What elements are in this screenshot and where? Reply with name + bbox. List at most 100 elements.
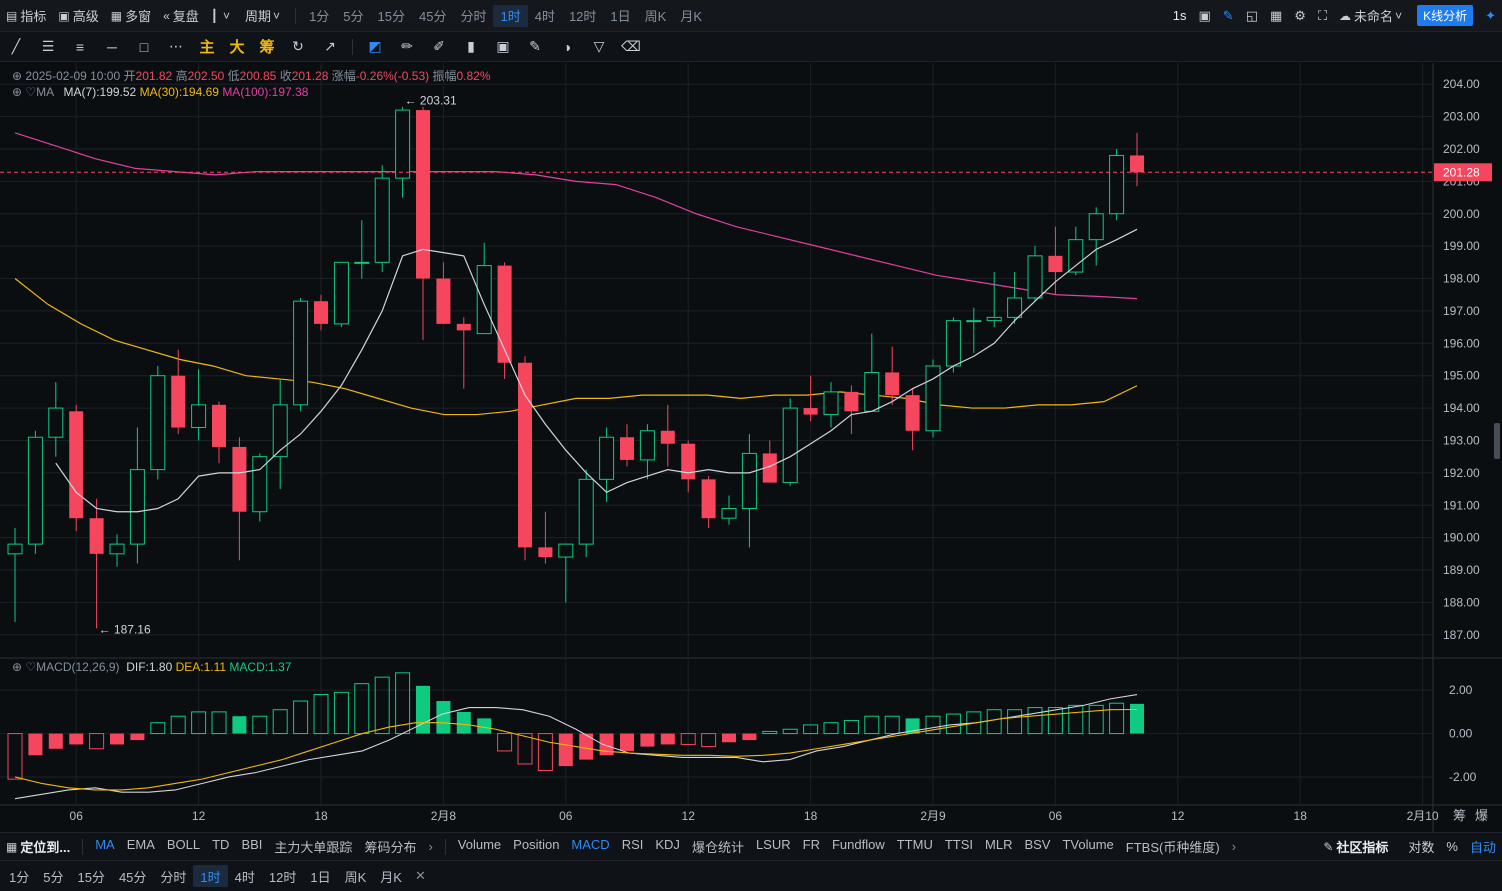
sub-indicator-7[interactable]: FR [802,837,820,852]
calendar-icon[interactable]: ▦ [1269,7,1283,23]
top-menu-multi-window[interactable]: ▦ 多窗 [105,0,157,31]
bottom-period-8[interactable]: 1日 [310,869,331,885]
sub-indicator-10[interactable]: TTSI [944,837,974,852]
percent-scale-button[interactable]: % [1446,839,1458,854]
chevron-right-icon[interactable]: › [1231,839,1237,854]
select-icon[interactable]: ◩ [368,38,382,54]
fullscreen-icon[interactable]: ⛶ [1317,7,1328,23]
chip-button[interactable]: 筹 [259,39,275,56]
bottom-period-6[interactable]: 4时 [234,869,255,885]
main-indicator-6[interactable]: 筹码分布 [364,840,417,855]
axis-extra-label[interactable]: 筹 [1453,808,1466,823]
scroll-handle[interactable] [1494,423,1500,459]
top-menu-indicator[interactable]: ▤ 指标 [0,0,52,31]
chevron-right-icon[interactable]: › [428,839,433,854]
collapse-icon[interactable]: ⊕ [12,85,23,99]
horizontal-lines-icon[interactable]: ≡ [75,38,85,55]
sub-indicator-8[interactable]: Fundflow [831,837,885,852]
axis-extra-label[interactable]: 爆 [1475,808,1488,823]
auto-scale-button[interactable]: 自动 [1469,840,1496,855]
main-indicator-0[interactable]: MA [95,837,115,852]
ruler-icon[interactable]: ✏ [401,38,413,54]
share-icon[interactable]: ✦ [1485,7,1496,23]
bottom-period-0[interactable]: 1分 [9,869,30,885]
period-1[interactable]: 5分 [343,9,364,24]
main-indicator-5[interactable]: 主力大单跟踪 [274,840,353,855]
note-icon[interactable]: ✎ [529,38,541,54]
period-10[interactable]: 月K [680,9,702,24]
rectangle-icon[interactable]: □ [139,38,149,55]
main-indicator-1[interactable]: EMA [126,837,155,852]
sub-indicator-5[interactable]: 爆仓统计 [691,840,744,855]
brush-icon[interactable]: ✐ [433,38,445,54]
sub-indicator-2[interactable]: MACD [571,837,610,852]
more-tools-icon[interactable]: ⋯ [169,38,183,54]
big-order-button[interactable]: 大 [229,39,245,56]
period-5[interactable]: 1时 [493,4,528,27]
sub-indicator-3[interactable]: RSI [621,837,644,852]
hide-icon[interactable]: ◑ [562,38,572,55]
lock-icon[interactable]: ▣ [496,38,510,54]
horizontal-line-icon[interactable]: ─ [107,38,117,55]
chevron-down-icon[interactable]: ⊕ [12,69,23,83]
bell-icon[interactable]: ♡ [25,660,37,674]
kline-analysis-button[interactable]: K线分析 [1417,5,1474,26]
parallel-lines-icon[interactable]: ☰ [41,38,55,54]
locate-button[interactable]: ▦ 定位到... [0,833,76,860]
period-4[interactable]: 分时 [460,9,487,24]
period-0[interactable]: 1分 [309,9,330,24]
layout-name: 未命名 [1354,9,1394,24]
sub-indicator-12[interactable]: BSV [1024,837,1051,852]
sub-indicator-9[interactable]: TTMU [896,837,933,852]
sub-indicator-14[interactable]: FTBS(币种维度) [1125,840,1220,855]
period-6[interactable]: 4时 [534,9,555,24]
bottom-period-5[interactable]: 1时 [193,865,228,887]
layout-save-button[interactable]: ☁ 未命名 ˅ [1333,0,1411,31]
bottom-period-2[interactable]: 15分 [77,869,105,885]
log-scale-button[interactable]: 对数 [1408,840,1435,855]
bottom-period-7[interactable]: 12时 [268,869,297,885]
top-menu-advanced[interactable]: ▣ 高级 [52,0,104,31]
bottom-period-10[interactable]: 月K [380,869,402,885]
period-7[interactable]: 12时 [568,9,597,24]
period-9[interactable]: 周K [644,9,667,24]
divider [295,7,297,24]
settings-icon[interactable]: ⚙ [1294,7,1306,23]
main-indicator-2[interactable]: BOLL [166,837,201,852]
period-3[interactable]: 45分 [419,9,447,24]
sub-indicator-11[interactable]: MLR [985,837,1013,852]
sub-indicator-6[interactable]: LSUR [755,837,791,852]
top-menu-replay[interactable]: «复盘 [157,0,205,31]
bottom-period-3[interactable]: 45分 [118,869,147,885]
magnet-icon[interactable]: ↻ [292,38,304,54]
main-force-button[interactable]: 主 [199,39,215,56]
bottom-period-9[interactable]: 周K [344,869,367,885]
sub-indicator-0[interactable]: Volume [457,837,502,852]
bottom-period-4[interactable]: 分时 [160,869,187,885]
sub-indicator-1[interactable]: Position [513,837,560,852]
pen-icon[interactable]: ✎ [1222,7,1234,23]
period-8[interactable]: 1日 [610,9,631,24]
kline-chart[interactable]: 204.00203.00202.00201.00200.00199.00198.… [0,63,1502,832]
bottom-period-1[interactable]: 5分 [43,869,64,885]
camera-icon[interactable]: ▣ [1198,7,1211,23]
interval-label[interactable]: 1s [1172,8,1187,23]
main-indicator-3[interactable]: TD [212,837,230,852]
bell-icon[interactable]: ♡ [25,85,37,99]
line-tool-icon[interactable]: ╱ [11,38,21,54]
main-indicator-4[interactable]: BBI [241,837,263,852]
trash-icon[interactable]: ⌫ [621,38,641,54]
candles-icon[interactable]: ▮ [467,38,475,54]
macd-bar [640,733,655,747]
sub-indicator-4[interactable]: KDJ [655,837,680,852]
close-icon[interactable]: ✕ [414,868,426,883]
sub-indicator-13[interactable]: TVolume [1062,837,1114,852]
measure-icon[interactable]: ↗ [324,38,336,54]
top-menu-period[interactable]: 周期 ˅ [239,0,289,31]
top-menu-candle-type[interactable]: ┃ ˅ [205,0,239,31]
window-icon[interactable]: ◱ [1245,7,1258,23]
filter-icon[interactable]: ▽ [593,38,605,54]
community-indicators-button[interactable]: ✎ 社区指标 [1317,833,1394,860]
collapse-icon[interactable]: ⊕ [12,660,23,674]
period-2[interactable]: 15分 [377,9,405,24]
